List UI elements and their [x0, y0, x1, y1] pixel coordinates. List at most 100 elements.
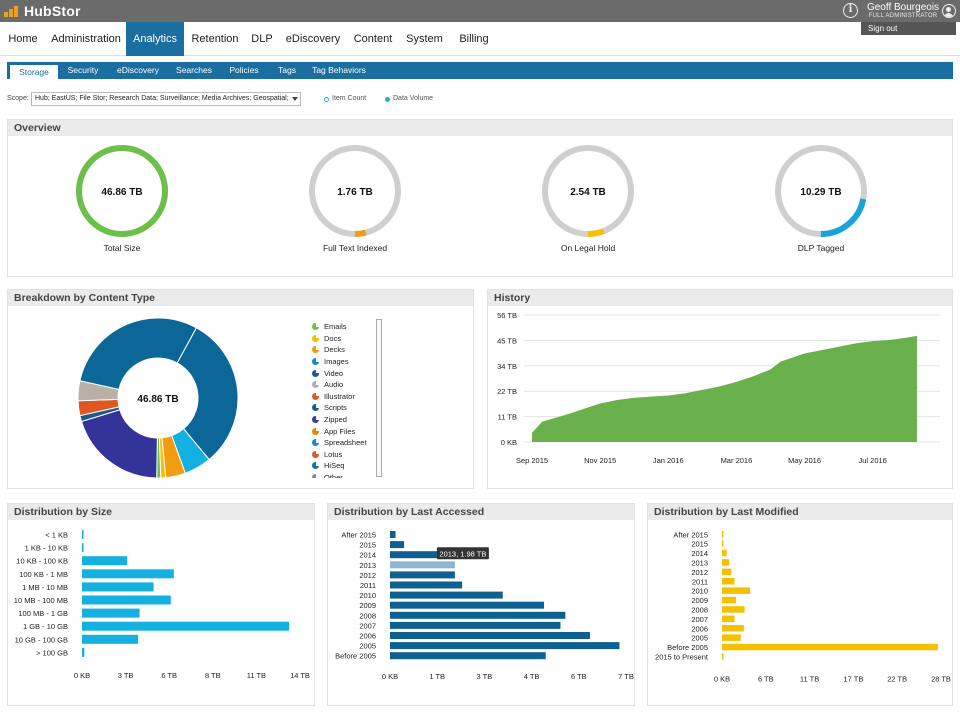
- bar-2009[interactable]: [722, 596, 737, 604]
- bar-2006[interactable]: [722, 625, 744, 632]
- bar-before-2005[interactable]: [390, 652, 546, 660]
- bar-1-mb-10-mb[interactable]: [82, 582, 154, 592]
- gauge-total-size[interactable]: 46.86 TB: [72, 141, 172, 241]
- bar-10-gb-100-gb[interactable]: [82, 634, 139, 644]
- pie-slice-video[interactable]: [79, 318, 198, 390]
- legend-scrollbar[interactable]: [376, 319, 382, 477]
- bar-1-kb[interactable]: [82, 530, 84, 539]
- bar-2012[interactable]: [722, 568, 732, 576]
- last-accessed-bar-chart[interactable]: After 2015201520142013201220112010200920…: [328, 520, 634, 705]
- breakdown-title: Breakdown by Content Type: [8, 290, 473, 306]
- bar-2014[interactable]: [722, 549, 727, 557]
- nav-administration[interactable]: Administration: [51, 33, 121, 45]
- history-area-chart[interactable]: 0 KB 11 TB 22 TB 34 TB 45 TB 56 TB Sep 2015 Nov…: [488, 305, 952, 487]
- legend-item-docs[interactable]: Docs: [312, 333, 372, 345]
- user-name[interactable]: Geoff Bourgeois: [866, 2, 940, 13]
- legend-item-app-files[interactable]: App Files: [312, 425, 372, 437]
- bar-2010[interactable]: [390, 591, 503, 599]
- bar-2013[interactable]: [722, 559, 730, 566]
- hubstor-logo[interactable]: HubStor: [4, 2, 81, 20]
- legend-item-scripts[interactable]: Scripts: [312, 402, 372, 414]
- scope-label: Scope:: [7, 95, 29, 102]
- nav-ediscovery[interactable]: eDiscovery: [285, 33, 341, 45]
- nav-system[interactable]: System: [406, 33, 443, 45]
- legend-item-hiseq[interactable]: HiSeq: [312, 460, 372, 472]
- nav-dlp[interactable]: DLP: [251, 33, 273, 45]
- bar-2007[interactable]: [722, 615, 735, 623]
- tab-storage[interactable]: Storage: [10, 65, 58, 79]
- user-avatar-icon[interactable]: [942, 4, 956, 18]
- bar-10-kb-100-kb[interactable]: [82, 556, 128, 566]
- legend-item-decks[interactable]: Decks: [312, 344, 372, 356]
- sub-nav: Storage Security eDiscovery Searches Pol…: [7, 62, 953, 79]
- legend-item-lotus[interactable]: Lotus: [312, 449, 372, 461]
- gauge-full-text-indexed[interactable]: 1.76 TB: [305, 141, 405, 241]
- nav-retention[interactable]: Retention: [191, 33, 239, 45]
- history-area[interactable]: [532, 335, 917, 442]
- bar-100-gb[interactable]: [82, 647, 85, 657]
- gauge-on-legal-hold[interactable]: 2.54 TB: [538, 141, 638, 241]
- tab-ediscovery[interactable]: eDiscovery: [116, 65, 160, 75]
- bar-1-gb-10-gb[interactable]: [82, 621, 290, 631]
- last-modified-bar-chart[interactable]: After 2015201520142013201220112010200920…: [648, 520, 952, 705]
- nav-billing[interactable]: Billing: [459, 33, 489, 45]
- scope-select[interactable]: Hub; EastUS; File Stor; Research Data; S…: [31, 92, 301, 106]
- tab-tags[interactable]: Tags: [278, 65, 296, 75]
- bar-after-2015[interactable]: [722, 531, 724, 538]
- bar-2011[interactable]: [722, 578, 735, 585]
- bar-10-mb-100-mb[interactable]: [82, 595, 171, 605]
- bar-2008[interactable]: [722, 606, 745, 613]
- bar-before-2005[interactable]: [722, 643, 938, 651]
- bar-2013[interactable]: [390, 561, 455, 569]
- legend-item-emails[interactable]: Emails: [312, 321, 372, 333]
- tab-policies[interactable]: Policies: [229, 65, 259, 75]
- content-type-donut-chart[interactable]: 46.86 TB: [70, 318, 246, 484]
- bar-2005[interactable]: [390, 642, 620, 650]
- nav-home[interactable]: Home: [8, 33, 38, 45]
- legend-item-spreadsheet[interactable]: Spreadsheet: [312, 437, 372, 449]
- pie-slice-zipped[interactable]: [80, 409, 158, 479]
- bar-2015[interactable]: [390, 541, 405, 549]
- bar-2006[interactable]: [390, 632, 590, 639]
- category-label: 2014: [359, 551, 376, 560]
- bar-2008[interactable]: [390, 611, 566, 619]
- bar-100-mb-1-gb[interactable]: [82, 608, 140, 618]
- legend-item-count[interactable]: Item Count: [332, 95, 367, 102]
- gauge-dlp-tagged[interactable]: 10.29 TB: [771, 141, 871, 241]
- bar-2010[interactable]: [722, 587, 751, 594]
- legend-data-volume[interactable]: Data Volume: [393, 95, 434, 102]
- pie-slice-images[interactable]: [176, 327, 239, 461]
- x-tick-label: 0 KB: [74, 671, 90, 680]
- bar-2014[interactable]: [390, 551, 441, 559]
- sign-out-link[interactable]: Sign out: [861, 22, 956, 35]
- legend-item-video[interactable]: Video: [312, 367, 372, 379]
- tab-security[interactable]: Security: [67, 65, 99, 75]
- bar-after-2015[interactable]: [390, 531, 396, 538]
- bar-1-kb-10-kb[interactable]: [82, 543, 84, 553]
- nav-content[interactable]: Content: [353, 33, 393, 45]
- pie-slice-icon: [312, 369, 319, 377]
- nav-analytics[interactable]: Analytics: [126, 22, 184, 56]
- bar-100-kb-1-mb[interactable]: [82, 569, 174, 579]
- bar-2005[interactable]: [722, 634, 741, 641]
- x-tick-label: 28 TB: [931, 675, 951, 684]
- category-label: 2007: [691, 615, 708, 624]
- bar-2012[interactable]: [390, 571, 455, 579]
- bar-2009[interactable]: [390, 601, 545, 609]
- size-bar-chart[interactable]: < 1 KB 1 KB - 10 KB 10 KB - 100 KB 100 KB -…: [8, 520, 314, 705]
- gauge-label-total-size: Total Size: [103, 243, 141, 253]
- tab-searches[interactable]: Searches: [176, 65, 212, 75]
- bar-2015-to-present[interactable]: [722, 653, 724, 660]
- info-icon[interactable]: i: [843, 3, 858, 18]
- pie-slice-icon: [312, 392, 319, 400]
- tab-tag-behaviors[interactable]: Tag Behaviors: [312, 65, 366, 75]
- legend-item-audio[interactable]: Audio: [312, 379, 372, 391]
- legend-item-other[interactable]: Other: [312, 472, 372, 478]
- bar-2011[interactable]: [390, 581, 463, 589]
- bar-2007[interactable]: [390, 621, 561, 629]
- legend-item-zipped[interactable]: Zipped: [312, 414, 372, 426]
- legend-item-illustrator[interactable]: Illustrator: [312, 391, 372, 403]
- legend-item-label: Scripts: [324, 403, 347, 413]
- legend-item-images[interactable]: Images: [312, 356, 372, 368]
- bar-2015[interactable]: [722, 540, 724, 547]
